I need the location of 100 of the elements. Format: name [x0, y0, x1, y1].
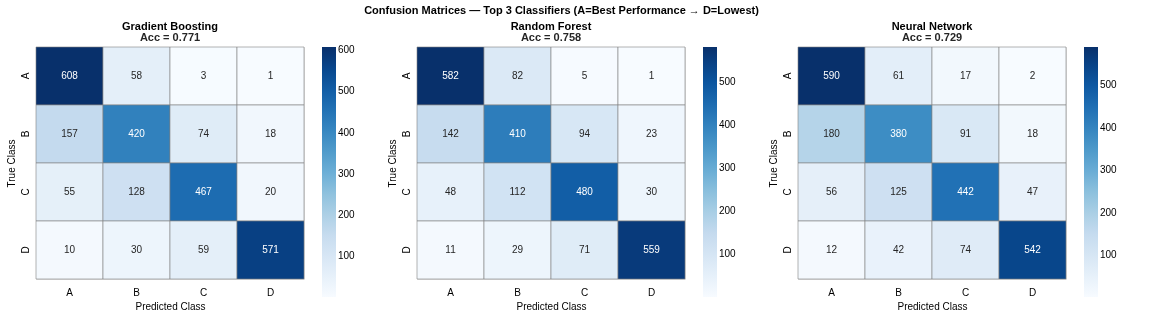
x-tick-label: B	[895, 286, 903, 298]
x-axis-title: Predicted Class	[135, 300, 206, 312]
y-axis-title: True Class	[386, 139, 398, 188]
y-tick-label: B	[400, 130, 412, 138]
y-axis-title: True Class	[767, 139, 779, 188]
color-bar-label: 500	[1100, 79, 1118, 91]
data-label: 542	[1024, 244, 1042, 255]
color-bar-label: 100	[719, 248, 737, 260]
chart-subtitle: Acc = 0.771	[139, 30, 201, 43]
data-label: 20	[264, 186, 277, 197]
color-bar-label: 500	[719, 76, 737, 88]
data-label: 1	[648, 70, 655, 81]
y-tick-label: C	[400, 188, 412, 196]
data-label: 48	[444, 186, 457, 197]
x-axis-title: Predicted Class	[897, 300, 968, 312]
color-bar-label: 100	[338, 250, 356, 262]
data-label: 142	[442, 128, 460, 139]
data-label: 608	[61, 70, 79, 81]
data-label: 420	[128, 128, 146, 139]
data-label: 582	[442, 70, 460, 81]
data-label: 590	[823, 70, 841, 81]
data-label: 125	[890, 186, 908, 197]
data-label: 82	[511, 70, 524, 81]
data-label: 180	[823, 128, 841, 139]
color-bar-label: 500	[338, 85, 356, 97]
y-tick-label: C	[19, 188, 31, 196]
color-bar-label: 300	[1100, 164, 1118, 176]
data-label: 23	[645, 128, 658, 139]
color-bar-label: 300	[719, 162, 737, 174]
color-bar-label: 400	[338, 126, 356, 138]
x-tick-label: C	[580, 286, 589, 298]
x-tick-label: D	[266, 286, 275, 298]
data-label: 58	[130, 70, 143, 81]
color-bar-label: 300	[338, 167, 356, 179]
data-label: 42	[892, 244, 905, 255]
y-tick-label: D	[781, 246, 793, 254]
x-tick-label: B	[514, 286, 522, 298]
data-label: 5	[581, 70, 588, 81]
color-bar-label: 600	[338, 44, 356, 56]
chart-subtitle: Acc = 0.758	[520, 30, 582, 43]
y-tick-label: A	[781, 72, 793, 80]
data-label: 59	[197, 244, 210, 255]
color-bar-label: 100	[1100, 249, 1118, 261]
data-label: 94	[578, 128, 591, 139]
y-tick-label: D	[400, 246, 412, 254]
chart-subtitle: Acc = 0.729	[901, 30, 963, 43]
text: Confusion Matrices — Top 3 Classifiers (A=Best Performance → D=Lowest)	[364, 4, 760, 17]
y-tick-label: B	[781, 130, 793, 138]
data-label: 112	[509, 186, 526, 197]
data-label: 91	[959, 128, 972, 139]
data-label: 2	[1029, 70, 1036, 81]
color-bar-label: 200	[338, 209, 356, 221]
data-label: 71	[578, 244, 591, 255]
data-label: 10	[63, 244, 76, 255]
color-bar-label: 400	[719, 119, 737, 131]
y-tick-label: C	[781, 188, 793, 196]
data-label: 17	[959, 70, 972, 81]
x-tick-label: D	[1028, 286, 1037, 298]
color-bar-label: 200	[719, 205, 737, 217]
data-label: 380	[890, 128, 908, 139]
y-axis-title: True Class	[5, 139, 17, 188]
data-label: 410	[509, 128, 527, 139]
data-label: 55	[63, 186, 76, 197]
chart-title: Random Forest	[510, 19, 592, 32]
data-label: 11	[445, 244, 457, 255]
data-label: 480	[576, 186, 594, 197]
data-label: 1	[267, 70, 274, 81]
data-label: 18	[264, 128, 277, 139]
data-label: 30	[645, 186, 658, 197]
x-tick-label: A	[447, 286, 455, 298]
data-label: 442	[957, 186, 975, 197]
data-label: 30	[130, 244, 143, 255]
x-tick-label: B	[133, 286, 141, 298]
data-label: 18	[1026, 128, 1039, 139]
data-label: 12	[825, 244, 838, 255]
chart-title: Neural Network	[891, 19, 974, 32]
data-label: 56	[825, 186, 838, 197]
data-label: 3	[200, 70, 207, 81]
data-label: 74	[197, 128, 210, 139]
y-tick-label: A	[19, 72, 31, 80]
data-label: 47	[1026, 186, 1039, 197]
color-bar-label: 400	[1100, 121, 1118, 133]
data-label: 61	[892, 70, 905, 81]
x-tick-label: D	[647, 286, 656, 298]
data-label: 559	[643, 244, 661, 255]
y-tick-label: A	[400, 72, 412, 80]
data-label: 467	[195, 186, 213, 197]
chart-title: Gradient Boosting	[122, 19, 218, 32]
y-tick-label: B	[19, 130, 31, 138]
x-tick-label: A	[66, 286, 74, 298]
x-tick-label: A	[828, 286, 836, 298]
x-tick-label: C	[199, 286, 208, 298]
data-label: 157	[61, 128, 79, 139]
data-label: 74	[959, 244, 972, 255]
x-axis-title: Predicted Class	[516, 300, 587, 312]
data-label: 128	[128, 186, 146, 197]
data-label: 29	[511, 244, 524, 255]
data-label: 571	[262, 244, 280, 255]
x-tick-label: C	[961, 286, 970, 298]
y-tick-label: D	[19, 246, 31, 254]
